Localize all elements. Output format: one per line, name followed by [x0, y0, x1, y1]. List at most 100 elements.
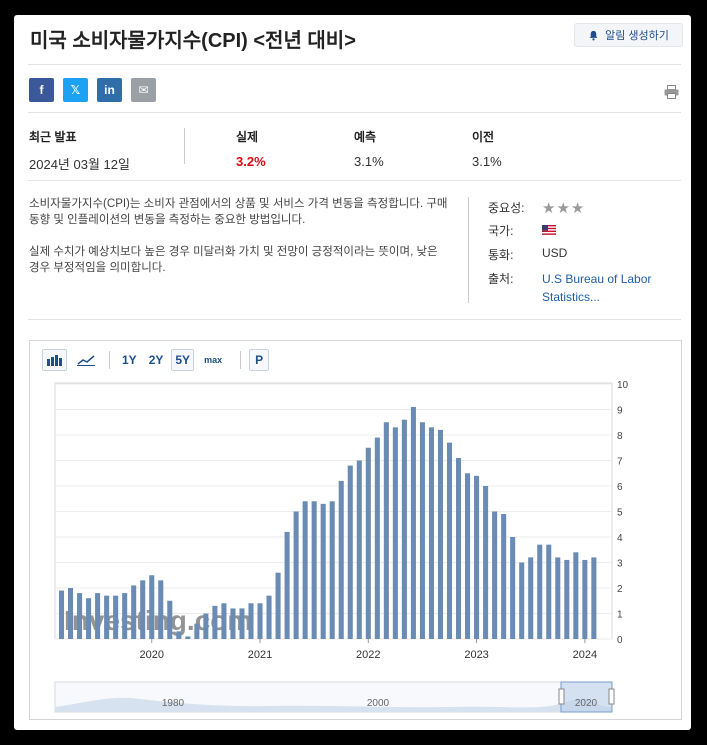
y-tick-label: 8 — [617, 431, 623, 442]
bar — [58, 590, 65, 639]
bar — [338, 480, 344, 639]
create-alert-button[interactable]: 알림 생성하기 — [574, 23, 683, 47]
star-icon: ★ — [556, 200, 570, 217]
facebook-icon: f — [39, 83, 44, 97]
bar — [492, 511, 498, 639]
navigator-year-label: 1980 — [162, 698, 185, 709]
previous-value: 3.1% — [472, 154, 502, 169]
y-tick-label: 4 — [617, 533, 623, 544]
divider — [28, 112, 681, 113]
bar — [374, 437, 380, 639]
bar — [104, 595, 110, 639]
y-tick-label: 2 — [617, 584, 623, 595]
bar — [537, 544, 543, 639]
bar — [546, 544, 552, 639]
importance-label: 중요성: — [488, 201, 525, 215]
indicator-description: 소비자물가지수(CPI)는 소비자 관점에서의 상품 및 서비스 가격 변동을 … — [29, 196, 449, 292]
bar — [347, 465, 353, 639]
bar — [131, 585, 137, 639]
range-5y-button[interactable]: 5Y — [171, 349, 195, 371]
latest-release-label: 최근 발표 — [29, 130, 77, 144]
x-share-button[interactable]: 𝕏 — [63, 78, 88, 102]
source-link[interactable]: U.S Bureau of Labor Statistics... — [542, 270, 651, 306]
divider — [28, 319, 681, 320]
y-tick-label: 3 — [617, 559, 623, 570]
bar — [167, 600, 173, 639]
bar — [419, 422, 425, 639]
bar — [474, 475, 480, 639]
source-label: 출처: — [488, 272, 514, 286]
actual-value: 3.2% — [236, 154, 266, 169]
previous: 이전 3.1% — [472, 128, 612, 169]
line-chart-toggle[interactable] — [71, 349, 101, 371]
bar — [329, 501, 335, 639]
range-navigator[interactable]: 1980 2000 2020 — [54, 681, 615, 713]
bar — [221, 603, 227, 639]
navigator-left-handle — [558, 688, 565, 705]
facebook-share-button[interactable]: f — [29, 78, 54, 102]
importance-stars: ★★★ — [542, 199, 585, 217]
forecast: 예측 3.1% — [354, 128, 494, 169]
source-link-line2: Statistics... — [542, 290, 601, 304]
bar — [266, 595, 272, 639]
x-year-label: 2021 — [248, 649, 272, 661]
linkedin-icon: in — [104, 83, 115, 97]
navigator-year-label: 2000 — [367, 698, 390, 709]
bar — [149, 575, 155, 639]
cpi-card: 미국 소비자물가지수(CPI) <전년 대비> 알림 생성하기 f 𝕏 in ✉… — [14, 15, 691, 730]
bar — [311, 501, 317, 639]
print-icon[interactable] — [664, 85, 679, 99]
range-max-button[interactable]: max — [204, 355, 223, 365]
star-icon: ★ — [542, 200, 556, 217]
navigator-year-label: 2020 — [575, 698, 598, 709]
toolbar-divider — [109, 351, 110, 369]
bar — [320, 503, 326, 639]
page-title: 미국 소비자물가지수(CPI) <전년 대비> — [30, 30, 356, 52]
divider — [28, 64, 681, 65]
bar — [239, 608, 245, 639]
bar — [86, 598, 92, 639]
divider — [28, 180, 681, 181]
bar — [573, 552, 579, 639]
bar-chart-toggle[interactable] — [42, 349, 67, 371]
y-tick-label: 0 — [617, 635, 623, 646]
x-year-label: 2024 — [573, 649, 597, 661]
bar — [140, 580, 146, 639]
previous-label: 이전 — [472, 130, 495, 144]
bar — [302, 501, 308, 639]
description-paragraph: 실제 수치가 예상치보다 높은 경우 미달러화 가치 및 전망이 긍정적이라는 … — [29, 246, 438, 274]
bar — [510, 537, 516, 639]
bell-icon — [589, 30, 598, 40]
bar-chart-icon — [47, 355, 62, 366]
bar — [392, 427, 398, 639]
us-flag-icon — [541, 224, 557, 238]
bar — [176, 631, 182, 639]
linkedin-share-button[interactable]: in — [97, 78, 122, 102]
bar — [591, 557, 597, 639]
bar — [230, 608, 236, 639]
bar — [77, 593, 83, 639]
bar — [428, 427, 434, 639]
range-2y-button[interactable]: 2Y — [148, 353, 164, 367]
x-icon: 𝕏 — [70, 83, 81, 97]
navigator-right-handle — [608, 688, 615, 705]
x-year-label: 2022 — [356, 649, 380, 661]
bar — [158, 580, 164, 639]
star-icon: ★ — [570, 200, 585, 217]
email-share-button[interactable]: ✉ — [131, 78, 156, 102]
range-1y-button[interactable]: 1Y — [122, 353, 137, 367]
bar — [446, 442, 453, 639]
bar — [284, 531, 290, 639]
x-year-label: 2020 — [140, 649, 164, 661]
bar — [519, 562, 525, 639]
p-button[interactable]: P — [249, 349, 270, 371]
bar — [365, 447, 371, 639]
line-chart-icon — [77, 355, 95, 366]
bar — [401, 419, 407, 639]
bar — [194, 623, 200, 639]
bar — [501, 514, 507, 639]
description-paragraph: 소비자물가지수(CPI)는 소비자 관점에서의 상품 및 서비스 가격 변동을 … — [29, 198, 448, 226]
y-tick-label: 7 — [617, 457, 623, 468]
currency-value: USD — [542, 246, 568, 260]
create-alert-label: 알림 생성하기 — [605, 30, 669, 42]
